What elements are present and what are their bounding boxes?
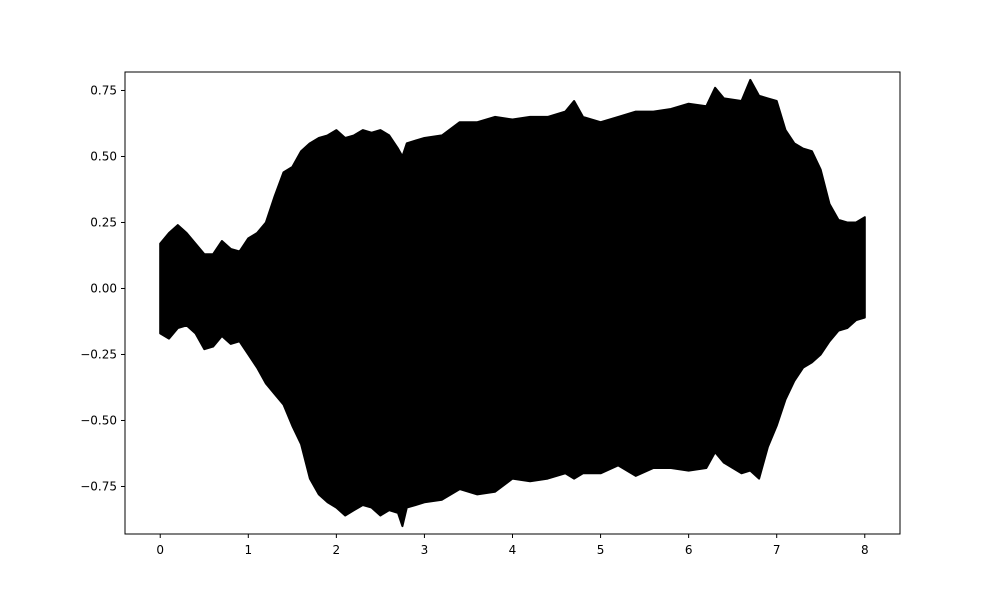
x-tick-label: 1 [244, 543, 252, 557]
x-axis: 0 1 2 3 4 5 6 7 8 [156, 534, 869, 557]
y-tick-label: 0.50 [90, 149, 117, 163]
y-tick-label: −0.25 [80, 347, 117, 361]
y-tick-label: 0.75 [90, 83, 117, 97]
x-tick-label: 0 [156, 543, 164, 557]
x-tick-label: 4 [509, 543, 517, 557]
plot-area [159, 78, 866, 528]
x-tick-label: 6 [685, 543, 693, 557]
y-tick-label: −0.50 [80, 413, 117, 427]
y-tick-label: 0.00 [90, 281, 117, 295]
axes-frame [124, 71, 901, 535]
x-tick-label: 7 [773, 543, 781, 557]
x-tick-label: 3 [421, 543, 429, 557]
y-tick-label: −0.75 [80, 479, 117, 493]
y-axis: 0.75 0.50 0.25 0.00 −0.25 −0.50 −0.75 [80, 83, 125, 493]
x-tick-label: 8 [861, 543, 869, 557]
x-tick-label: 5 [597, 543, 605, 557]
y-tick-label: 0.25 [90, 215, 117, 229]
waveform-series-0 [159, 78, 866, 528]
x-tick-label: 2 [333, 543, 341, 557]
